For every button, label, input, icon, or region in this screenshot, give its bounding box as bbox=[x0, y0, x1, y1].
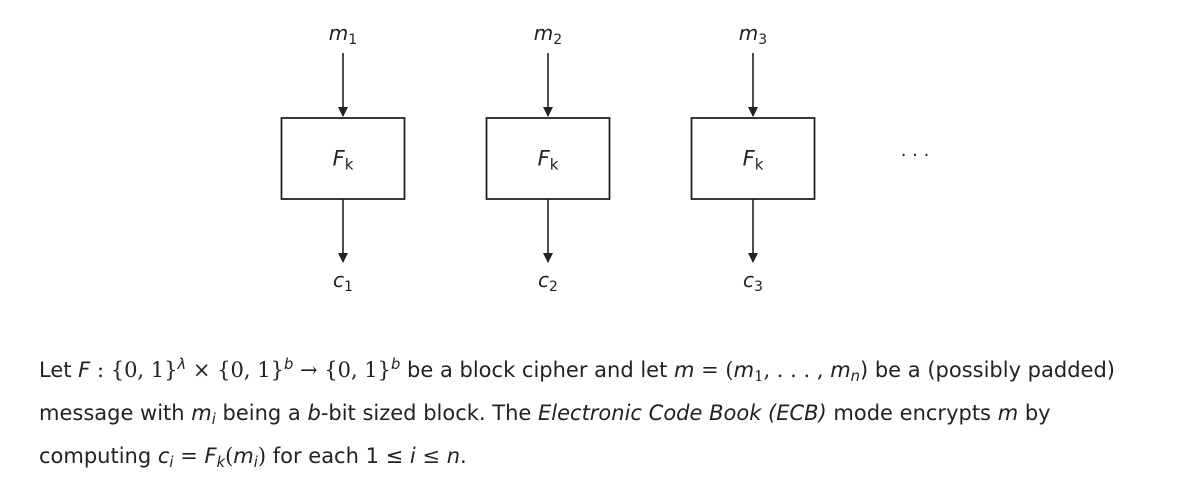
math-lambda: λ bbox=[177, 356, 187, 373]
cipher-function-label: Fk bbox=[743, 147, 764, 174]
ciphertext-block-label: c2 bbox=[538, 268, 558, 295]
math-n: n bbox=[446, 444, 461, 469]
math-set: {0, 1} bbox=[110, 358, 178, 383]
math-F: F bbox=[78, 358, 91, 383]
math-equals: = bbox=[173, 444, 205, 469]
ciphertext-block-label: c3 bbox=[743, 268, 763, 295]
caption-text: be a block cipher and let bbox=[400, 358, 674, 383]
caption-text: Let bbox=[39, 358, 79, 383]
caption-line-1: Let F : {0, 1}λ × {0, 1}b → {0, 1}b be a… bbox=[39, 346, 1199, 395]
caption-text: ) be a (possibly padded) bbox=[859, 358, 1115, 383]
cipher-function-label: Fk bbox=[538, 147, 559, 174]
math-subscript: i bbox=[211, 411, 216, 429]
cipher-block-2: m2 Fk c2 bbox=[485, 21, 611, 295]
math-set: {0, 1} bbox=[324, 358, 392, 383]
caption-text: computing bbox=[39, 444, 158, 469]
math-times: × bbox=[186, 358, 218, 383]
math-m: m bbox=[674, 358, 695, 383]
ecb-description: Let F : {0, 1}λ × {0, 1}b → {0, 1}b be a… bbox=[39, 346, 1199, 481]
math-subscript: i bbox=[169, 454, 174, 472]
math-paren: ) bbox=[257, 444, 267, 469]
math-equals: = ( bbox=[694, 358, 734, 383]
ecb-term: Electronic Code Book (ECB) bbox=[538, 401, 827, 426]
math-i: i bbox=[409, 444, 416, 469]
math-colon: : bbox=[90, 358, 111, 383]
caption-text: by bbox=[1018, 401, 1051, 426]
math-subscript: k bbox=[216, 454, 226, 472]
math-m: m bbox=[997, 401, 1019, 426]
continuation-dots: · · · bbox=[901, 145, 930, 166]
math-subscript: 1 bbox=[754, 368, 764, 386]
caption-text: message with bbox=[39, 401, 192, 426]
message-block-label: m2 bbox=[534, 21, 562, 48]
math-m: m bbox=[733, 358, 755, 383]
caption-text: being a bbox=[215, 401, 308, 426]
math-b: b bbox=[283, 356, 294, 373]
math-dots: , . . . , bbox=[763, 358, 831, 383]
caption-text: mode encrypts bbox=[826, 401, 998, 426]
message-block-label: m3 bbox=[739, 21, 767, 48]
math-paren: ( bbox=[225, 444, 234, 469]
math-leq: ≤ bbox=[415, 444, 447, 469]
math-F: F bbox=[204, 444, 217, 469]
math-m: m bbox=[233, 444, 254, 469]
caption-text: . bbox=[460, 444, 467, 469]
math-arrow: → bbox=[293, 358, 325, 383]
math-b: b bbox=[391, 356, 401, 373]
math-m: m bbox=[830, 358, 851, 383]
caption-text: for each 1 ≤ bbox=[266, 444, 410, 469]
math-c: c bbox=[157, 444, 170, 469]
caption-line-2: message with mi being a b-bit sized bloc… bbox=[39, 395, 1199, 438]
math-subscript: n bbox=[850, 368, 860, 386]
cipher-block-3: m3 Fk c3 bbox=[690, 21, 816, 295]
caption-line-3: computing ci = Fk(mi) for each 1 ≤ i ≤ n… bbox=[39, 438, 1199, 481]
math-subscript: i bbox=[253, 454, 258, 472]
caption-text: -bit sized block. The bbox=[320, 401, 538, 426]
message-block-label: m1 bbox=[329, 21, 357, 48]
cipher-block-1: m1 Fk c1 bbox=[280, 21, 406, 295]
math-m: m bbox=[191, 401, 212, 426]
ecb-diagram: m1 Fk c1 m2 Fk c2 m3 Fk c3 · · · bbox=[280, 21, 930, 295]
math-set: {0, 1} bbox=[217, 358, 284, 383]
cipher-function-label: Fk bbox=[333, 147, 354, 174]
math-b: b bbox=[307, 401, 321, 426]
ciphertext-block-label: c1 bbox=[333, 268, 353, 295]
